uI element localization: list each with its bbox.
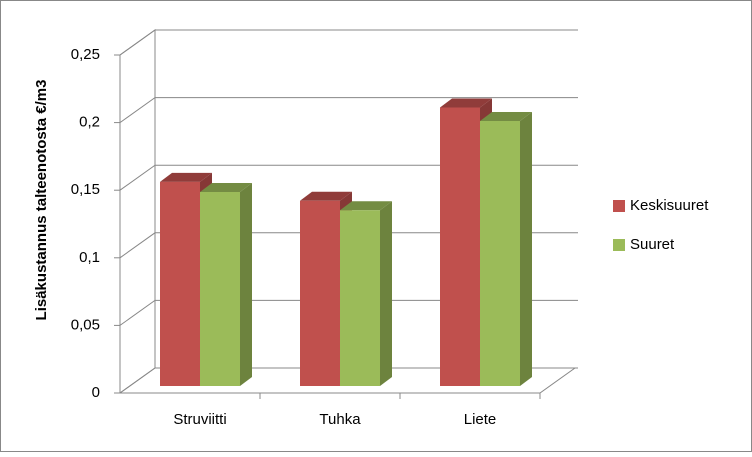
x-tick-label: Struviitti bbox=[173, 411, 226, 428]
bar-face bbox=[480, 112, 532, 122]
x-tick-label: Liete bbox=[464, 411, 497, 428]
bar-face bbox=[340, 201, 392, 211]
y-axis-label: Lisäkustannus talteenotosta €/m3 bbox=[33, 80, 50, 321]
legend-label: Suuret bbox=[630, 236, 675, 253]
bar bbox=[340, 201, 392, 386]
bar-face bbox=[480, 121, 520, 387]
bar-face bbox=[340, 210, 380, 386]
legend-swatch bbox=[613, 239, 625, 251]
grid-line bbox=[119, 367, 578, 394]
bar-face bbox=[380, 201, 392, 386]
bar-face bbox=[200, 191, 240, 386]
y-tick-label: 0,25 bbox=[71, 46, 100, 63]
bar-face bbox=[300, 191, 352, 201]
bar-face bbox=[160, 181, 200, 386]
bar-face bbox=[440, 107, 480, 386]
y-tick-label: 0,15 bbox=[71, 181, 100, 198]
legend-swatch bbox=[613, 200, 625, 212]
grid-line bbox=[119, 164, 578, 191]
y-tick-label: 0 bbox=[92, 384, 100, 401]
y-tick-label: 0,2 bbox=[79, 114, 100, 131]
bar-face bbox=[240, 182, 252, 386]
legend-label: Keskisuuret bbox=[630, 197, 709, 214]
grid-line bbox=[119, 97, 578, 124]
grid-line bbox=[119, 29, 578, 56]
y-tick-label: 0,1 bbox=[79, 249, 100, 266]
bar-face bbox=[520, 112, 532, 387]
bar bbox=[480, 112, 532, 387]
bar-face bbox=[200, 182, 252, 192]
bar-face bbox=[160, 172, 212, 182]
bar bbox=[200, 182, 252, 386]
bar-face bbox=[440, 98, 492, 108]
grid-line bbox=[119, 232, 578, 259]
grid-line bbox=[119, 299, 578, 326]
x-tick-label: Tuhka bbox=[319, 411, 361, 428]
y-tick-label: 0,05 bbox=[71, 316, 100, 333]
bar-face bbox=[300, 200, 340, 386]
